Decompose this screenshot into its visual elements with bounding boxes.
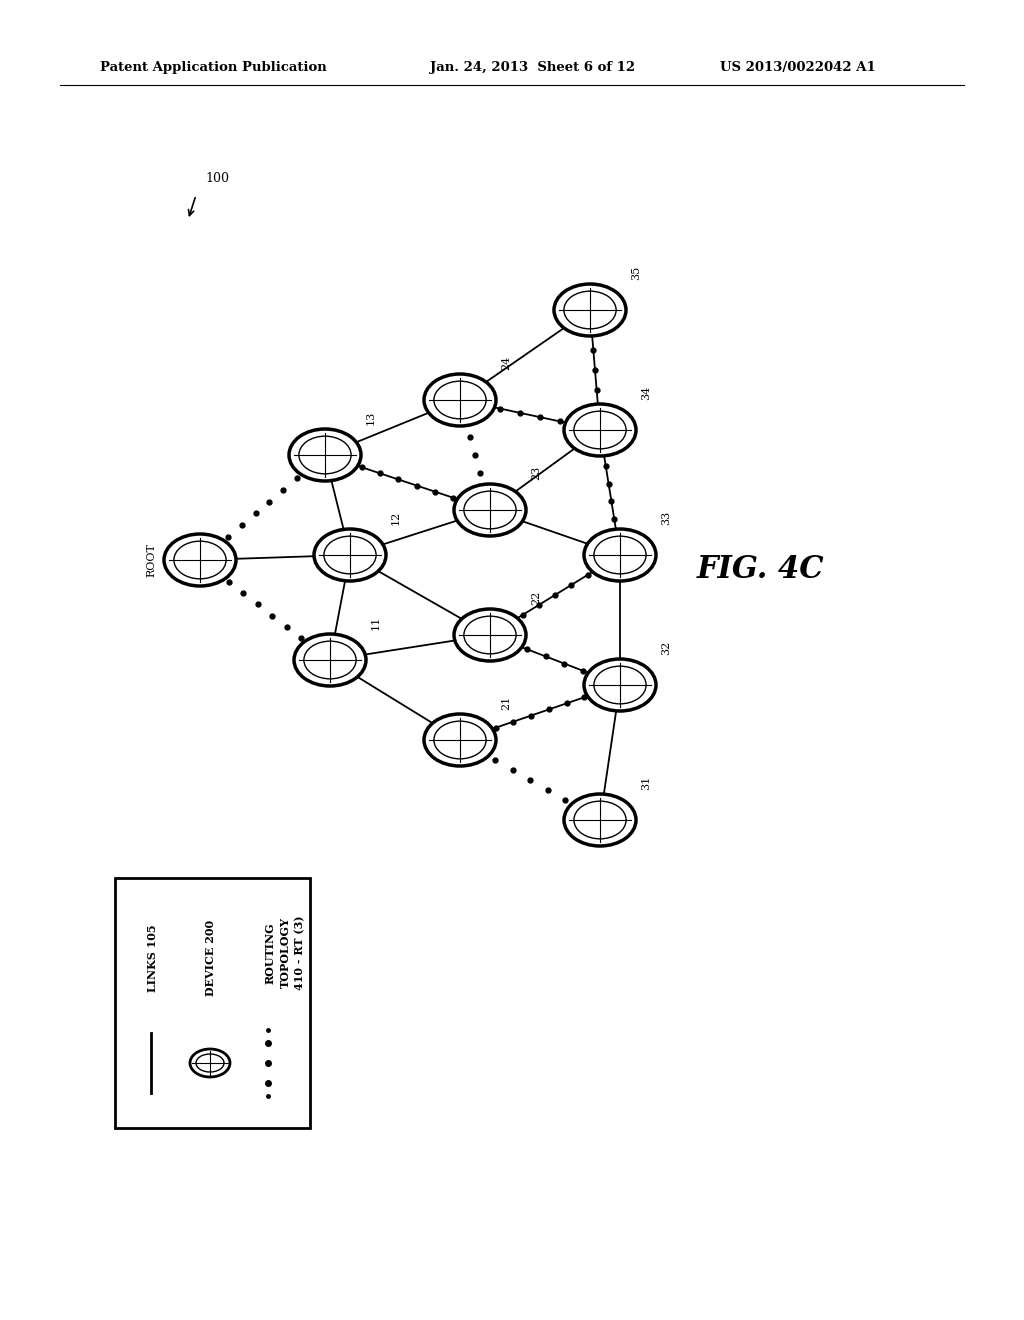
Text: DEVICE 200: DEVICE 200 bbox=[205, 920, 215, 997]
Ellipse shape bbox=[564, 404, 636, 455]
Text: 31: 31 bbox=[641, 776, 651, 789]
Text: TOPOLOGY: TOPOLOGY bbox=[280, 917, 291, 989]
Text: 35: 35 bbox=[631, 265, 641, 280]
Ellipse shape bbox=[554, 284, 626, 337]
Ellipse shape bbox=[464, 616, 516, 653]
Text: ROUTING: ROUTING bbox=[264, 923, 275, 983]
Ellipse shape bbox=[584, 659, 656, 711]
Ellipse shape bbox=[464, 491, 516, 529]
Ellipse shape bbox=[424, 714, 496, 766]
Text: 23: 23 bbox=[531, 466, 541, 480]
Ellipse shape bbox=[324, 536, 376, 574]
Text: 32: 32 bbox=[662, 640, 671, 655]
Text: 11: 11 bbox=[371, 615, 381, 630]
Text: Patent Application Publication: Patent Application Publication bbox=[100, 62, 327, 74]
Text: FIG. 4C: FIG. 4C bbox=[696, 554, 823, 586]
Text: 12: 12 bbox=[391, 511, 401, 525]
Ellipse shape bbox=[174, 541, 226, 579]
Ellipse shape bbox=[434, 721, 486, 759]
Ellipse shape bbox=[573, 801, 626, 838]
Ellipse shape bbox=[196, 1053, 224, 1072]
Text: Jan. 24, 2013  Sheet 6 of 12: Jan. 24, 2013 Sheet 6 of 12 bbox=[430, 62, 635, 74]
Ellipse shape bbox=[299, 436, 351, 474]
Ellipse shape bbox=[454, 609, 526, 661]
Ellipse shape bbox=[314, 529, 386, 581]
Text: US 2013/0022042 A1: US 2013/0022042 A1 bbox=[720, 62, 876, 74]
Ellipse shape bbox=[584, 529, 656, 581]
Ellipse shape bbox=[304, 642, 356, 678]
Text: 21: 21 bbox=[501, 696, 511, 710]
Text: 410 - RT (3): 410 - RT (3) bbox=[295, 916, 305, 990]
Ellipse shape bbox=[573, 411, 626, 449]
Text: 22: 22 bbox=[531, 591, 541, 605]
Ellipse shape bbox=[294, 634, 366, 686]
Ellipse shape bbox=[424, 374, 496, 426]
Ellipse shape bbox=[564, 795, 636, 846]
Text: LINKS 105: LINKS 105 bbox=[147, 924, 159, 991]
Ellipse shape bbox=[164, 535, 236, 586]
Text: 13: 13 bbox=[366, 411, 376, 425]
Text: 34: 34 bbox=[641, 385, 651, 400]
Ellipse shape bbox=[594, 536, 646, 574]
Ellipse shape bbox=[564, 292, 616, 329]
Text: 100: 100 bbox=[205, 172, 229, 185]
Ellipse shape bbox=[594, 667, 646, 704]
Ellipse shape bbox=[434, 381, 486, 418]
Text: 24: 24 bbox=[501, 356, 511, 370]
FancyBboxPatch shape bbox=[115, 878, 310, 1129]
Ellipse shape bbox=[289, 429, 361, 480]
Ellipse shape bbox=[454, 484, 526, 536]
Ellipse shape bbox=[190, 1049, 230, 1077]
Text: ROOT: ROOT bbox=[146, 543, 156, 577]
Text: 33: 33 bbox=[662, 511, 671, 525]
